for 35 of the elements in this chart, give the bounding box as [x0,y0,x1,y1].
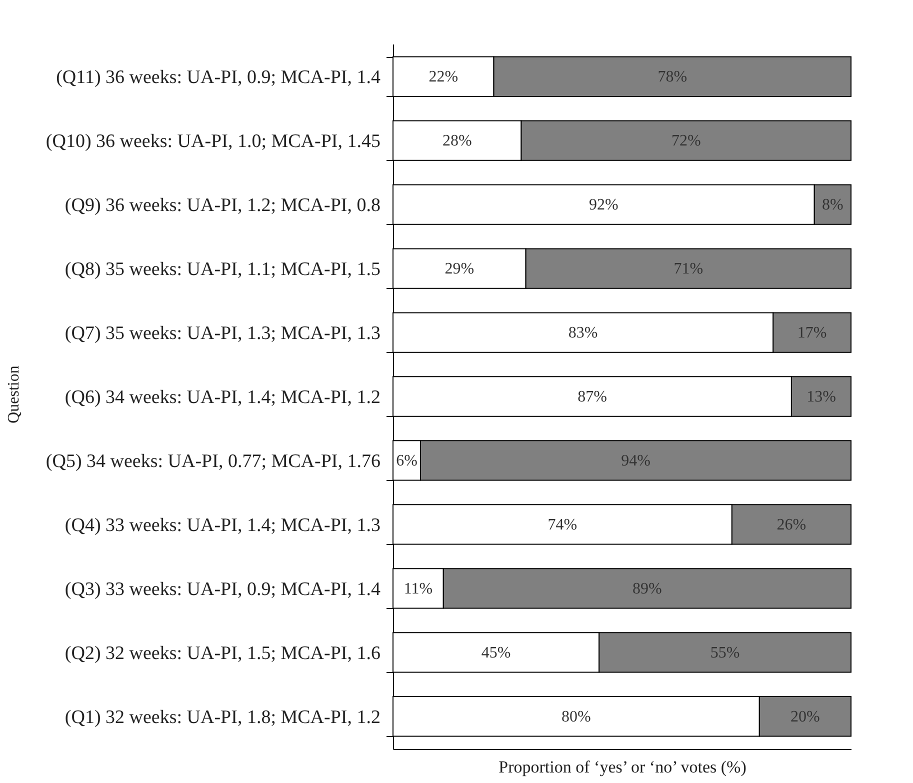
data-label: 83% [568,324,598,342]
y-tick-label: (Q10) 36 weeks: UA-PI, 1.0; MCA-PI, 1.45 [46,131,380,152]
data-label: 13% [806,388,836,406]
data-label: 89% [632,580,662,598]
data-label: 26% [776,516,806,534]
y-tick-label: (Q3) 33 weeks: UA-PI, 0.9; MCA-PI, 1.4 [64,578,381,600]
y-tick-label: (Q2) 32 weeks: UA-PI, 1.5; MCA-PI, 1.6 [64,642,380,664]
data-label: 22% [428,68,458,86]
y-tick-label: (Q7) 35 weeks: UA-PI, 1.3; MCA-PI, 1.3 [64,323,380,344]
data-label: 8% [822,196,844,214]
data-label: 6% [396,452,418,470]
data-label: 87% [578,388,607,406]
data-label: 28% [442,132,472,150]
y-tick-label: (Q4) 33 weeks: UA-PI, 1.4; MCA-PI, 1.3 [64,514,380,536]
x-axis-title: Proportion of ‘yes’ or ‘no’ votes (%) [498,758,746,776]
data-label: 11% [404,580,433,598]
data-label: 92% [589,196,618,214]
y-tick-label: (Q6) 34 weeks: UA-PI, 1.4; MCA-PI, 1.2 [64,387,380,408]
y-tick-label: (Q9) 36 weeks: UA-PI, 1.2; MCA-PI, 0.8 [64,195,380,216]
y-tick-label: (Q1) 32 weeks: UA-PI, 1.8; MCA-PI, 1.2 [64,706,380,728]
data-label: 74% [548,516,578,534]
data-label: 29% [444,260,474,278]
y-tick-label: (Q11) 36 weeks: UA-PI, 0.9; MCA-PI, 1.4 [56,67,381,88]
data-label: 78% [658,68,688,86]
data-label: 80% [562,708,591,726]
data-label: 17% [797,324,827,342]
y-axis-title: Question [6,366,22,424]
data-label: 72% [671,132,701,150]
y-tick-label: (Q8) 35 weeks: UA-PI, 1.1; MCA-PI, 1.5 [64,259,380,280]
data-label: 20% [790,708,820,726]
data-label: 45% [481,644,511,662]
data-label: 55% [710,644,740,662]
data-label: 71% [674,260,704,278]
data-label: 94% [621,452,650,470]
y-tick-label: (Q5) 34 weeks: UA-PI, 0.77; MCA-PI, 1.76 [46,450,380,472]
